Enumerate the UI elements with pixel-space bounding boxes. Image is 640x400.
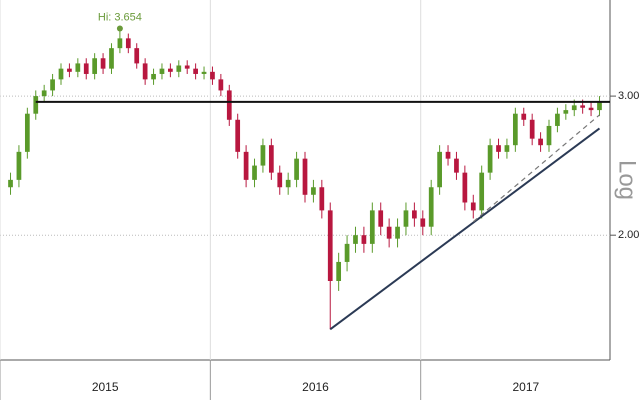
candle-body — [344, 243, 350, 262]
candle-body — [210, 71, 215, 80]
candle-body — [24, 113, 30, 152]
candle-body — [294, 158, 299, 180]
candle-body — [226, 90, 232, 120]
candle-body — [151, 73, 156, 80]
candle-body — [597, 101, 602, 111]
candle-body — [487, 145, 493, 173]
candle-body — [285, 179, 291, 188]
candle-body — [75, 63, 81, 72]
candle-body — [437, 151, 442, 188]
trend-line — [472, 114, 600, 223]
candle-body — [243, 151, 249, 180]
candle-body — [571, 105, 577, 111]
candle-body — [538, 138, 543, 146]
trend-line — [329, 127, 601, 331]
x-tick-label: 2015 — [92, 380, 119, 394]
axis-label: Log — [614, 160, 640, 200]
candle-body — [41, 90, 47, 97]
candle-body — [92, 58, 98, 74]
candle-body — [470, 202, 476, 211]
candle-body — [555, 113, 560, 126]
candle-body — [16, 151, 22, 180]
candle-body — [580, 105, 586, 108]
candle-body — [319, 187, 325, 211]
candle-body — [8, 179, 13, 188]
candle-body — [100, 58, 106, 69]
candle-body — [504, 145, 510, 152]
candle-body — [117, 38, 123, 49]
candle-body — [403, 210, 409, 227]
y-tick-label: 2.00 — [618, 229, 639, 241]
candle-body — [420, 218, 426, 227]
candle-body — [378, 210, 384, 227]
candle-body — [260, 145, 266, 166]
candle-body — [176, 65, 182, 72]
candle-body — [125, 38, 131, 49]
candle-body — [33, 96, 39, 114]
candle-body — [252, 165, 257, 180]
x-tick-label: 2016 — [302, 380, 329, 394]
candle-body — [521, 113, 527, 120]
candle-body — [454, 158, 459, 173]
candle-body — [277, 172, 283, 188]
candle-body — [50, 79, 55, 91]
candle-body — [395, 226, 400, 239]
candle-body — [369, 210, 375, 244]
candle-body — [235, 119, 241, 152]
candle-body — [109, 48, 114, 69]
candle-body — [327, 210, 333, 281]
candle-body — [412, 210, 417, 219]
candle-body — [268, 145, 274, 173]
candle-body — [445, 151, 451, 159]
candle-body — [546, 125, 552, 146]
candle-body — [496, 145, 501, 152]
candle-body — [184, 65, 190, 69]
x-tick-label: 2017 — [513, 380, 540, 394]
candle-body — [428, 187, 434, 227]
candle-body — [563, 110, 569, 114]
candle-body — [386, 226, 392, 239]
candle-body — [67, 68, 72, 72]
y-tick-label: 3.00 — [618, 90, 639, 102]
candle-body — [479, 172, 485, 211]
candle-body — [159, 68, 165, 74]
high-marker — [116, 25, 123, 32]
candle-body — [193, 68, 198, 74]
candle-body — [58, 68, 64, 80]
candle-body — [353, 235, 358, 244]
candle-body — [134, 48, 140, 64]
candle-body — [83, 63, 89, 74]
candle-body — [361, 235, 367, 244]
candle-body — [336, 261, 342, 281]
candle-body — [302, 158, 308, 195]
candle-body — [201, 71, 207, 74]
candle-body — [462, 172, 468, 203]
annotation: Hi: 3.654 — [98, 11, 142, 23]
candle-body — [529, 119, 535, 139]
candle-body — [142, 63, 148, 80]
candle-body — [168, 68, 173, 72]
candle-body — [218, 79, 224, 91]
candle-body — [588, 107, 594, 111]
candle-body — [512, 113, 518, 146]
candle-body — [311, 187, 316, 195]
